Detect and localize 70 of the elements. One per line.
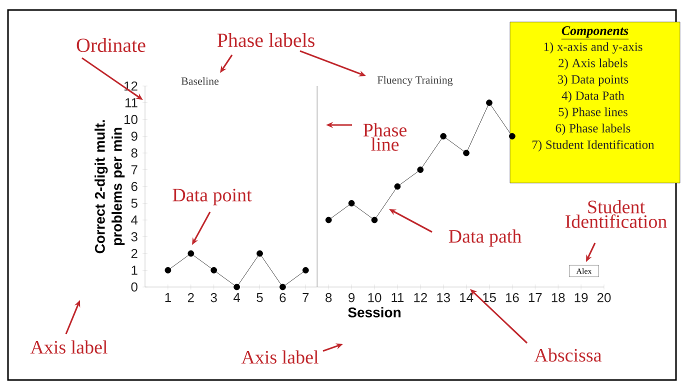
x-tick-label: 7 [302,293,309,302]
x-tick-label: 13 [437,293,450,302]
point [371,216,378,224]
y-axis-title: Correct 2-digit mult. problems per min [94,120,125,254]
y-tick-label: 4 [131,216,138,224]
point [348,200,355,206]
point [210,267,218,274]
point [463,150,470,156]
x-tick-label: 8 [326,293,332,302]
text: Components [562,26,628,38]
annotation: Alex [576,268,592,274]
y-tick-label: 5 [131,198,138,208]
text: Baseline [181,77,219,85]
point [417,166,424,173]
x-tick-label: 18 [552,293,565,302]
y-tick-label: 11 [125,98,138,108]
x-tick-label: 12 [414,293,427,302]
point [234,284,240,290]
text: 2) Axis labels [558,58,628,70]
point [486,100,492,106]
point [188,250,194,257]
x-tick-label: 5 [256,293,263,302]
text: 1) x-axis and y-axis [544,42,642,54]
annotation: Phase line [363,123,407,151]
annotation: Data path [448,229,522,247]
y-tick-label: 3 [131,232,138,242]
annotation: 7) Student Identification [532,140,654,152]
point [509,133,516,140]
text: Fluency Training [377,76,453,86]
point [440,133,447,140]
point [325,216,332,224]
annotation: 6) Phase labels [556,124,630,136]
x-tick-label: 6 [280,293,286,302]
y-tick-label: 6 [131,182,138,192]
x-tick-label: 17 [528,293,542,302]
text: Axis label [30,340,108,354]
text: Abscissa [534,348,602,362]
x-tick-label: 10 [368,293,382,302]
annotation: Data point [172,188,252,206]
text: Ordinate [76,38,146,52]
x-tick-label: 4 [233,293,240,302]
y-tick-label: 2 [131,248,138,258]
annotation: 4) Data Path [562,91,624,102]
x-tick-label: 11 [392,293,404,302]
x-tick-label: 19 [574,293,588,302]
point [256,250,263,257]
y-tick-label: 7 [131,165,138,174]
x-tick-label: 14 [460,293,474,302]
y-tick-label: 0 [131,282,138,292]
x-tick-label: 9 [348,293,355,302]
point [302,267,309,274]
x-tick-label: 15 [483,293,496,302]
point [280,284,286,290]
x-tick-label: 2 [188,293,194,302]
y-tick-label: 1 [132,266,138,275]
point [394,183,401,190]
point [164,267,172,274]
annotation: 5) Phase lines [558,107,628,119]
text: Axis label [241,350,318,364]
y-tick-label: 10 [124,114,138,124]
x-tick-label: 16 [506,293,519,302]
x-tick-label: 20 [597,293,611,302]
text: Phase labels [217,32,314,48]
y-tick-label: 8 [131,148,138,158]
annotation: 3) Data points [558,74,628,86]
x-tick-label: 1 [165,293,171,302]
x-axis-title: Session [348,307,400,318]
annotation: Student Identification [566,200,667,228]
x-tick-label: 3 [210,293,217,302]
y-tick-label: 9 [131,132,138,141]
